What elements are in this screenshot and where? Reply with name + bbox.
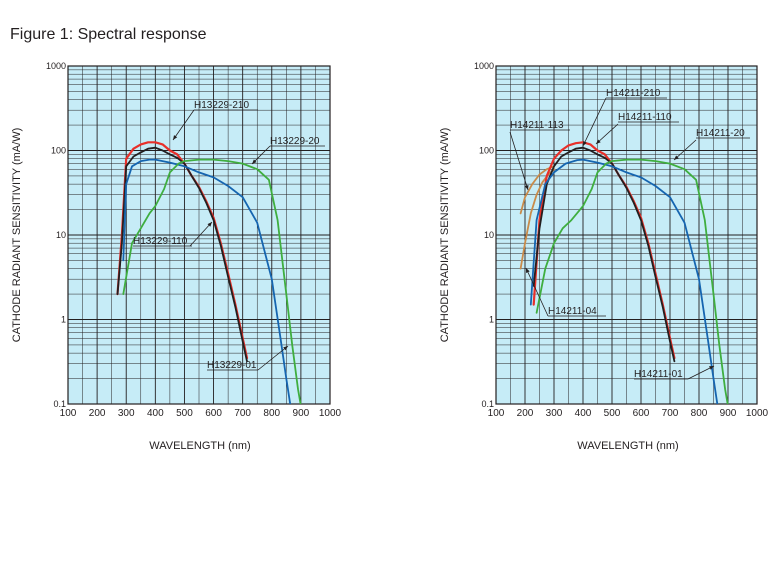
x-tick-label: 200 <box>89 408 106 419</box>
plot-frame <box>495 65 758 405</box>
callout-arrowhead <box>252 159 257 164</box>
callout-h13229-20: H13229-20 <box>251 136 325 165</box>
x-tick-label: 400 <box>147 408 164 419</box>
x-tick-label: 600 <box>633 408 650 419</box>
y-tick-label: 1000 <box>46 61 66 71</box>
callout-arrowhead <box>207 222 212 227</box>
figure-title: Figure 1: Spectral response <box>10 26 207 43</box>
chart-right: 100 200 300 400 500 600 700 800 900 1000 0.1 1 10 100… <box>439 61 769 452</box>
y-axis-label: CATHODE RADIANT SENSITIVITY (mA/W) <box>439 128 451 343</box>
y-tick-label: 1 <box>489 315 494 325</box>
callout-h13229-01: H13229-01 <box>207 345 289 371</box>
callout-label: H14211-210 <box>606 88 661 99</box>
x-tick-label: 1000 <box>746 408 769 419</box>
plot-frame <box>67 65 331 405</box>
x-tick-label: 100 <box>60 408 77 419</box>
y-tick-label: 0.1 <box>53 399 66 409</box>
callout-label: H13229-110 <box>133 236 188 247</box>
callout-label: H13229-20 <box>270 136 320 147</box>
callout-h14211-04: H14211-04 <box>525 267 606 317</box>
callout-leader <box>687 365 715 380</box>
series-line-h13229-110 <box>116 146 248 363</box>
y-tick-label: 100 <box>51 146 66 156</box>
callout-h14211-20: H14211-20 <box>673 128 750 161</box>
callout-label: H14211-113 <box>510 120 564 131</box>
chart-left: 100 200 300 400 500 600 700 800 900 1000 0.1 1 10 100… <box>11 61 342 452</box>
series-line-h14211-110 <box>532 146 676 363</box>
series-line-h14211-113 <box>519 165 555 215</box>
x-tick-label: 200 <box>517 408 534 419</box>
y-tick-label: 0.1 <box>481 399 494 409</box>
callout-h14211-113: H14211-113 <box>509 120 570 191</box>
series-group <box>116 141 302 404</box>
callout-label: H14211-20 <box>696 128 745 139</box>
callout-leader <box>673 139 697 161</box>
callout-h14211-01: H14211-01 <box>634 365 715 380</box>
callout-leader <box>595 123 619 145</box>
callout-label: H14211-110 <box>618 112 672 123</box>
y-tick-label: 100 <box>479 146 494 156</box>
y-tick-label: 1000 <box>474 61 494 71</box>
callout-label: H13229-210 <box>194 100 249 111</box>
callout-label: H13229-01 <box>207 360 257 371</box>
callout-h13229-110: H13229-110 <box>133 221 213 247</box>
y-tick-label: 10 <box>484 230 494 240</box>
x-tick-label: 500 <box>176 408 193 419</box>
callout-h14211-210: H14211-210 <box>582 88 667 147</box>
callout-leader <box>525 267 549 317</box>
callout-leader <box>582 97 607 147</box>
y-tick-label: 1 <box>61 315 66 325</box>
y-axis-label: CATHODE RADIANT SENSITIVITY (mA/W) <box>11 128 23 343</box>
x-tick-label: 800 <box>691 408 708 419</box>
x-tick-label: 400 <box>575 408 592 419</box>
series-line-h13229-01 <box>122 158 292 404</box>
x-tick-label: 300 <box>118 408 135 419</box>
callout-leader <box>257 345 289 371</box>
callout-arrowhead <box>596 139 601 144</box>
callout-h14211-110: H14211-110 <box>595 112 679 145</box>
callout-arrowhead <box>283 346 288 351</box>
x-tick-label: 700 <box>234 408 251 419</box>
series-line-h13229-20 <box>122 158 302 404</box>
callout-arrowhead <box>674 155 679 160</box>
series-line-h14211-01 <box>529 158 719 404</box>
callout-arrowhead <box>524 185 529 190</box>
x-tick-label: 900 <box>293 408 310 419</box>
x-axis-label: WAVELENGTH (nm) <box>577 440 678 452</box>
callout-leader <box>172 109 195 141</box>
series-line-h14211-20 <box>535 158 729 404</box>
callout-h13229-210: H13229-210 <box>172 100 258 141</box>
x-tick-label: 500 <box>604 408 621 419</box>
y-tick-label: 10 <box>56 230 66 240</box>
callout-label: H14211-04 <box>548 306 597 317</box>
x-tick-label: 800 <box>263 408 280 419</box>
x-tick-label: 600 <box>205 408 222 419</box>
callout-leader <box>189 221 213 247</box>
x-tick-label: 700 <box>662 408 679 419</box>
callout-label: H14211-01 <box>634 369 683 380</box>
callout-arrowhead <box>583 141 587 146</box>
callout-leader <box>509 131 529 191</box>
callout-arrowhead <box>526 268 530 273</box>
series-group <box>519 141 729 404</box>
x-tick-label: 300 <box>546 408 563 419</box>
x-tick-label: 1000 <box>319 408 342 419</box>
x-axis-label: WAVELENGTH (nm) <box>149 440 250 452</box>
x-tick-label: 900 <box>720 408 737 419</box>
callout-arrowhead <box>709 366 714 370</box>
callout-arrowhead <box>173 135 178 140</box>
x-tick-label: 100 <box>488 408 505 419</box>
